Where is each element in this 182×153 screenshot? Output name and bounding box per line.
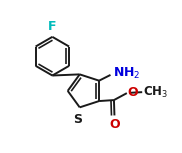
Text: O: O [127, 86, 138, 99]
Text: S: S [73, 113, 82, 126]
Text: NH$_2$: NH$_2$ [113, 66, 141, 81]
Text: CH$_3$: CH$_3$ [143, 85, 168, 100]
Text: O: O [109, 118, 120, 131]
Text: F: F [48, 20, 57, 33]
